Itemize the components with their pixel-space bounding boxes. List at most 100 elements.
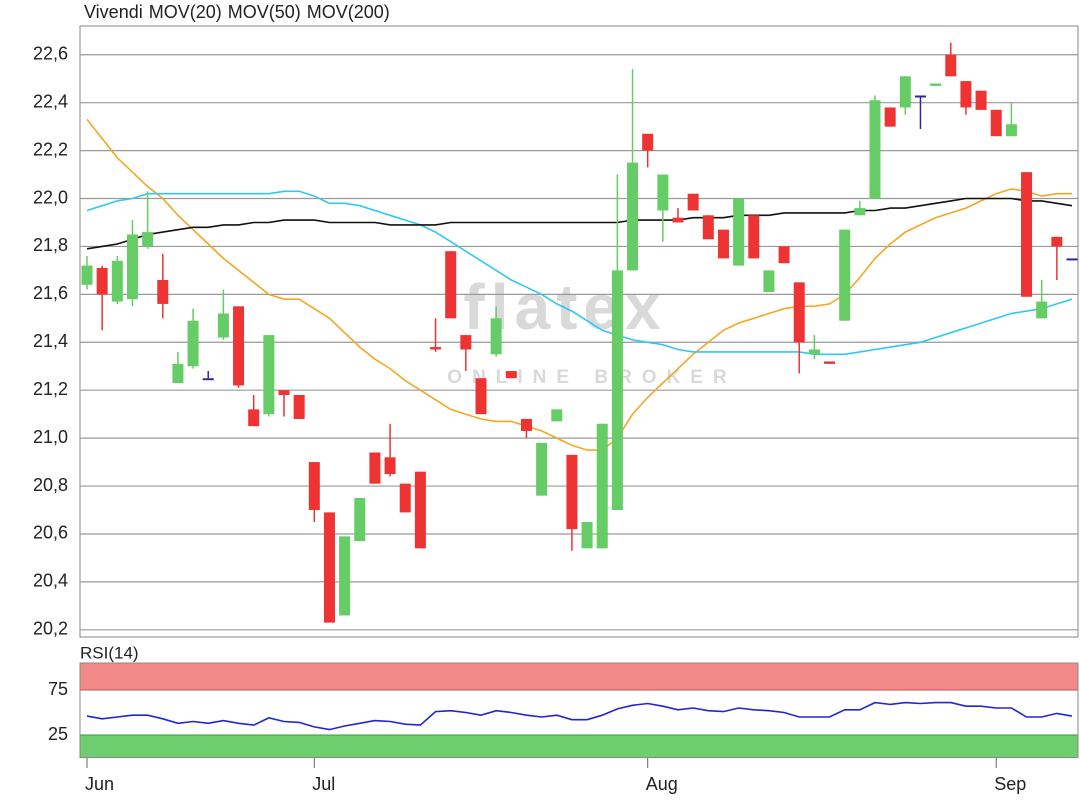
y-tick-label: 22,2	[33, 139, 68, 159]
y-tick-label: 21,8	[33, 235, 68, 255]
candle-body	[399, 483, 411, 513]
overbought-band	[79, 662, 1079, 691]
candle-body	[1005, 124, 1017, 137]
x-tick-label: Aug	[646, 774, 678, 794]
candle-body	[384, 457, 396, 475]
candle-body	[308, 462, 320, 511]
x-tick-label: Jul	[312, 774, 335, 794]
candle-body	[233, 306, 245, 386]
candle-body	[520, 418, 532, 431]
candle-body	[596, 423, 608, 549]
y-tick-label: 21,2	[33, 379, 68, 399]
candle-body	[581, 521, 593, 549]
candle-body	[611, 270, 623, 511]
candle-body	[263, 335, 275, 415]
candle-body	[1021, 172, 1033, 297]
legend-entry: MOV(200)	[307, 2, 390, 22]
candle-body	[339, 536, 351, 616]
candle-body	[187, 320, 199, 367]
legend-entry: Vivendi	[84, 2, 143, 22]
candle-body	[990, 109, 1002, 137]
candle-body	[960, 81, 972, 108]
rsi-line	[86, 701, 1073, 731]
candle-body	[460, 335, 472, 350]
candle-body	[430, 347, 442, 350]
y-tick-label: 22,0	[33, 187, 68, 207]
candle-body	[793, 282, 805, 343]
candle-body	[81, 265, 93, 285]
x-tick-label: Sep	[994, 774, 1026, 794]
candle-body	[717, 229, 729, 259]
candle-body	[111, 260, 123, 302]
candle-body	[126, 234, 138, 300]
candle-body	[172, 363, 184, 384]
candle-body	[248, 409, 260, 427]
candle-body	[733, 198, 745, 266]
candle-body	[566, 454, 578, 530]
candle-body	[475, 378, 487, 415]
candle-body	[278, 390, 290, 395]
legend-entry: MOV(50)	[228, 2, 301, 22]
candle-body	[975, 90, 987, 110]
oversold-band	[79, 734, 1079, 758]
x-tick-label: Jun	[85, 774, 114, 794]
candle-body	[854, 208, 866, 216]
candle-body	[657, 174, 669, 211]
candle-body	[642, 133, 654, 151]
candle-body	[142, 232, 154, 247]
y-tick-label: 22,6	[33, 44, 68, 64]
watermark-tagline: ONLINE BROKER	[447, 367, 736, 388]
candle-body	[702, 215, 714, 240]
candle-body	[551, 409, 563, 422]
moving-average-line	[86, 118, 1072, 451]
y-tick-label: 20,2	[33, 619, 68, 639]
y-tick-label: 20,6	[33, 523, 68, 543]
candle-body	[627, 162, 639, 271]
candle-body	[914, 95, 926, 98]
candle-body	[824, 361, 836, 364]
candle-body	[763, 270, 775, 292]
candle-body	[157, 279, 169, 304]
rsi-title: RSI(14)	[80, 643, 139, 662]
y-tick-label: 22,4	[33, 91, 68, 111]
candle-body	[490, 318, 502, 355]
candle-body	[839, 229, 851, 321]
candle-body	[930, 83, 942, 86]
candle-body	[672, 217, 684, 223]
y-tick-label: 25	[48, 724, 68, 744]
candle-body	[687, 193, 699, 211]
legend-entry: MOV(20)	[149, 2, 222, 22]
candle-body	[293, 394, 305, 419]
candle-body	[354, 498, 366, 542]
candle-body	[505, 371, 517, 379]
candle-body	[778, 246, 790, 264]
candle-body	[1051, 236, 1063, 247]
candle-body	[96, 268, 108, 295]
candle-body	[808, 349, 820, 355]
candle-body	[323, 512, 335, 623]
candle-body	[445, 251, 457, 319]
moving-average-line	[86, 197, 1073, 250]
y-tick-label: 21,6	[33, 283, 68, 303]
candle-body	[899, 76, 911, 108]
candle-body	[1066, 258, 1078, 261]
candle-body	[369, 452, 381, 484]
y-tick-label: 21,0	[33, 427, 68, 447]
candle-body	[536, 442, 548, 496]
candle-body	[414, 471, 426, 549]
y-tick-label: 75	[48, 679, 68, 699]
y-tick-label: 21,4	[33, 331, 68, 351]
candle-body	[1036, 301, 1048, 319]
candle-body	[884, 107, 896, 127]
candle-body	[945, 54, 957, 77]
y-tick-label: 20,8	[33, 475, 68, 495]
moving-average-line	[86, 190, 1073, 356]
candle-body	[217, 313, 229, 338]
candle-body	[748, 215, 760, 259]
y-tick-label: 20,4	[33, 571, 68, 591]
candle-body	[869, 100, 881, 199]
candle-body	[202, 378, 214, 381]
rsi-plot-area	[79, 662, 1079, 758]
price-plot-area	[79, 25, 1079, 638]
